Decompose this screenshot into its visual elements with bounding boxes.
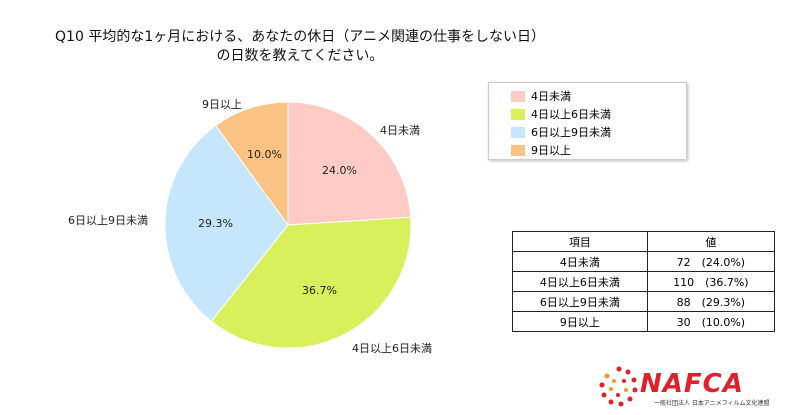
cell-item: 9日以上 [512,311,648,332]
cell-value: 72 (24.0%) [646,251,776,272]
outer-label-3: 9日以上 [202,98,242,111]
legend-label: 9日以上 [531,144,571,157]
legend-item: 9日以上 [511,142,686,158]
cell-value: 30 (10.0%) [646,311,776,332]
data-label-0: 24.0% [322,164,357,177]
cell-item: 6日以上9日未満 [512,291,648,312]
legend: 4日未満 4日以上6日未満 6日以上9日未満 9日以上 [488,82,687,160]
pie-slice-1 [210,216,412,349]
cell-item: 4日未満 [512,251,648,272]
data-label-2: 29.3% [198,217,233,230]
legend-item: 4日以上6日未満 [511,106,686,122]
logo-subtitle: 一般社団法人 日本アニメフィルム文化連盟 [654,400,770,407]
legend-swatch [511,108,525,120]
outer-label-1: 4日以上6日未満 [352,342,432,355]
header-item: 項目 [512,231,648,252]
outer-label-0: 4日未満 [380,124,420,137]
chart-title-line1: Q10 平均的な1ヶ月における、あなたの休日（アニメ関連の仕事をしない日） [55,29,545,45]
header-value: 値 [646,231,776,252]
logo-wordmark: NAFCA [640,369,744,399]
table-row: 4日以上6日未満 110 (36.7%) [512,271,776,292]
cell-value: 110 (36.7%) [646,271,776,292]
chart-title-line2: の日数を教えてください。 [216,48,384,64]
cell-item: 4日以上6日未満 [512,271,648,292]
table-header-row: 項目値 [512,231,776,252]
table-row: 4日未満 72 (24.0%) [512,251,776,272]
legend-label: 4日以上6日未満 [531,108,611,121]
legend-swatch [511,144,525,156]
table-row: 9日以上 30 (10.0%) [512,311,776,332]
pie-slice-2 [164,124,289,322]
data-table: 項目値 4日未満 72 (24.0%) 4日以上6日未満 110 (36.7%) 6… [512,231,776,332]
nafca-logo-icon [599,366,638,407]
outer-label-2: 6日以上9日未満 [68,214,148,227]
table-row: 6日以上9日未満 88 (29.3%) [512,291,776,312]
legend-label: 4日未満 [531,90,571,103]
pie-slice-0 [287,101,412,226]
legend-item: 4日未満 [511,88,686,104]
legend-label: 6日以上9日未満 [531,126,611,139]
data-label-3: 10.0% [247,148,282,161]
data-label-1: 36.7% [302,284,337,297]
legend-swatch [511,90,525,102]
legend-swatch [511,126,525,138]
pie-slice-3 [215,101,289,227]
legend-item: 6日以上9日未満 [511,124,686,140]
cell-value: 88 (29.3%) [646,291,776,312]
